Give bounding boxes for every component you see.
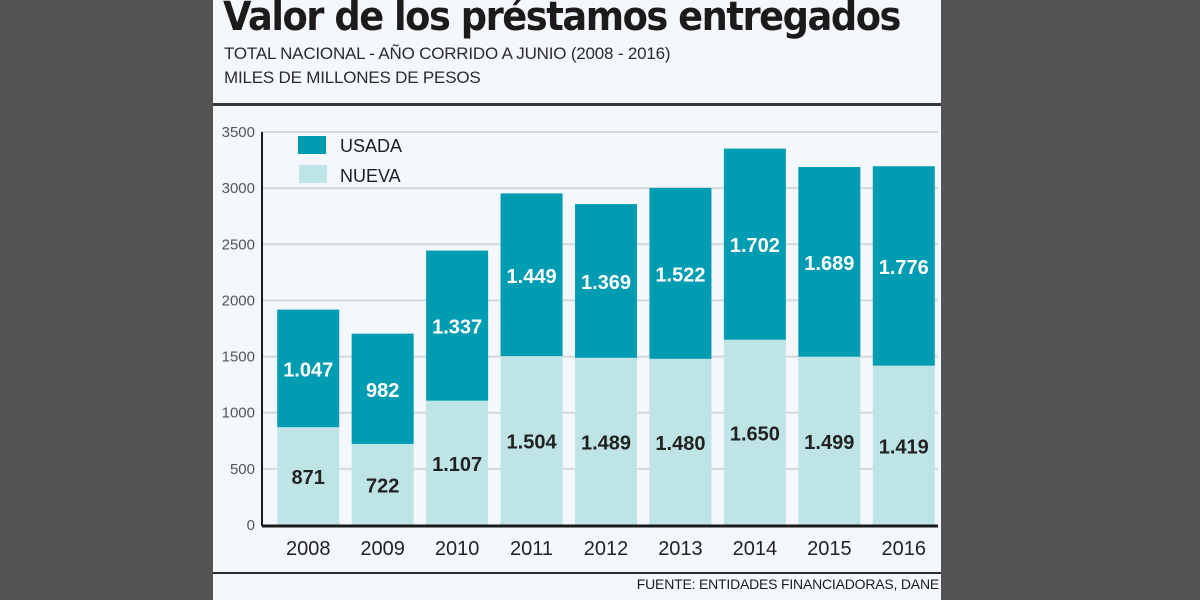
x-tick-label: 2012 <box>584 538 629 560</box>
value-label-usada: 1.449 <box>507 266 557 288</box>
y-tick-label: 2000 <box>222 292 255 309</box>
bar-nueva <box>500 356 563 525</box>
bar-nueva <box>351 443 414 525</box>
y-tick-label: 3000 <box>222 180 255 197</box>
legend-label-usada: USADA <box>340 136 402 156</box>
value-label-nueva: 871 <box>292 467 325 489</box>
value-label-nueva: 1.480 <box>655 433 705 455</box>
value-label-usada: 982 <box>366 380 399 402</box>
bar-usada <box>351 333 414 444</box>
value-label-nueva: 722 <box>366 475 399 497</box>
stacked-bar-chart: 871 1.047 722 982 1.107 1.337 1.504 1.449 1.489 1… <box>222 124 938 560</box>
value-label-usada: 1.337 <box>432 317 482 339</box>
value-label-usada: 1.689 <box>804 253 854 275</box>
x-tick-label: 2010 <box>435 538 480 560</box>
value-label-usada: 1.369 <box>581 272 631 294</box>
bar-nueva <box>649 358 712 525</box>
bar-nueva <box>277 427 340 525</box>
x-tick-label: 2008 <box>286 538 331 560</box>
x-tick-label: 2014 <box>733 538 778 560</box>
infographic-panel: Valor de los préstamos entregados TOTAL … <box>213 0 941 600</box>
bar-usada <box>649 187 712 359</box>
value-label-nueva: 1.489 <box>581 432 631 454</box>
bar-usada <box>277 309 340 428</box>
y-tick-label: 500 <box>230 461 255 478</box>
value-label-nueva: 1.419 <box>879 436 929 458</box>
x-tick-label: 2011 <box>510 538 553 560</box>
value-label-nueva: 1.499 <box>804 432 854 454</box>
bars: 871 1.047 722 982 1.107 1.337 1.504 1.449 1.489 1… <box>277 148 935 525</box>
legend: USADA NUEVA <box>298 136 402 186</box>
bar-nueva <box>723 339 786 525</box>
bar-usada <box>872 166 935 366</box>
bar-nueva <box>426 400 489 525</box>
footer-divider <box>213 572 941 574</box>
source-note: FUENTE: ENTIDADES FINANCIADORAS, DANE <box>636 576 939 592</box>
bar-usada <box>426 250 489 401</box>
x-tick-label: 2016 <box>882 538 927 560</box>
value-label-nueva: 1.107 <box>432 454 482 476</box>
y-tick-label: 1000 <box>222 405 255 422</box>
y-tick-label: 3500 <box>222 124 255 141</box>
chart-title: Valor de los préstamos entregados <box>223 0 901 40</box>
bar-nueva <box>798 356 861 525</box>
value-label-usada: 1.522 <box>655 264 705 286</box>
legend-label-nueva: NUEVA <box>340 166 401 186</box>
bar-usada <box>798 167 861 357</box>
x-tick-label: 2009 <box>360 538 405 560</box>
value-label-usada: 1.047 <box>283 359 333 381</box>
value-label-nueva: 1.650 <box>730 423 780 445</box>
axes: 0 500 1000 1500 2000 2500 3000 3500 2008 2009 2010… <box>222 124 938 560</box>
x-tick-label: 2013 <box>658 538 703 560</box>
chart-units: MILES DE MILLONES DE PESOS <box>224 68 481 87</box>
chart-subtitle: TOTAL NACIONAL - AÑO CORRIDO A JUNIO (20… <box>224 44 671 63</box>
y-tick-label: 1500 <box>222 349 255 366</box>
header-divider <box>213 103 941 106</box>
x-tick-label: 2015 <box>807 538 852 560</box>
legend-swatch-nueva <box>299 165 327 183</box>
legend-swatch-usada <box>298 136 326 154</box>
bar-nueva <box>575 357 637 525</box>
bar-nueva <box>872 365 935 525</box>
value-label-usada: 1.702 <box>730 235 780 257</box>
bar-usada <box>723 148 786 340</box>
value-label-nueva: 1.504 <box>507 432 558 454</box>
value-label-usada: 1.776 <box>879 257 929 279</box>
bar-usada <box>500 193 563 357</box>
bar-usada <box>575 204 637 358</box>
y-tick-label: 0 <box>247 517 255 534</box>
y-tick-label: 2500 <box>222 236 255 253</box>
